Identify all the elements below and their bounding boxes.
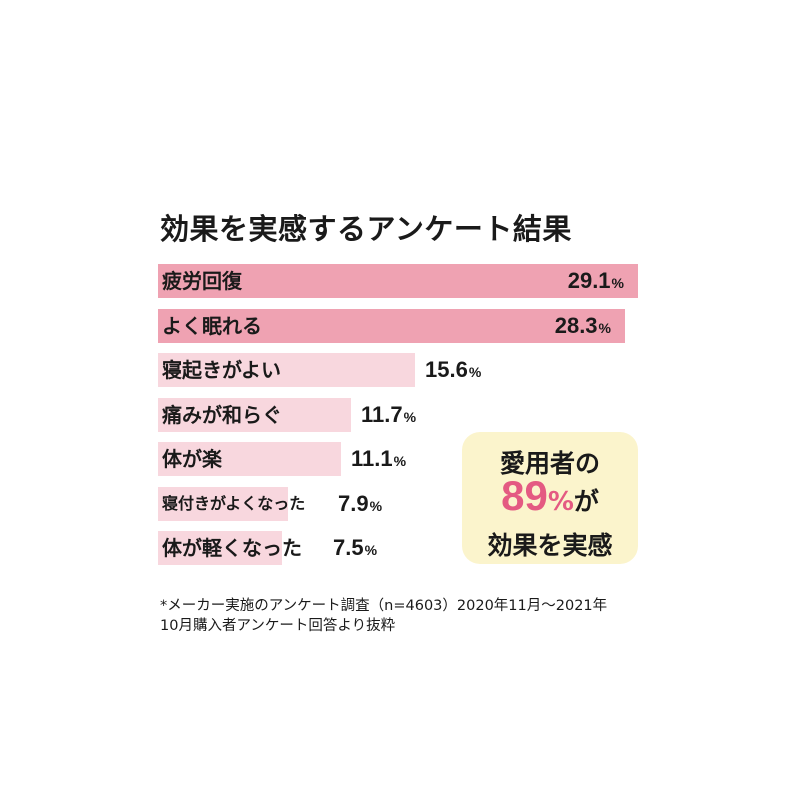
bar-value-label: 29.1% bbox=[568, 264, 624, 298]
footnote-line2: 10月購入者アンケート回答より抜粋 bbox=[160, 618, 396, 634]
bar-value-label: 7.5% bbox=[333, 531, 377, 565]
bar-value-unit: % bbox=[393, 453, 407, 469]
bar-value-label: 15.6% bbox=[425, 353, 481, 387]
bar-value-number: 11.1 bbox=[351, 446, 393, 471]
bar bbox=[158, 309, 625, 343]
bar-category-label: よく眠れる bbox=[162, 314, 262, 338]
callout-suffix: が bbox=[573, 487, 599, 516]
bar-value-unit: % bbox=[598, 320, 611, 336]
bar-category-label: 痛みが和らぐ bbox=[162, 403, 282, 427]
callout-line3: 効果を実感 bbox=[487, 531, 613, 560]
callout-box: 愛用者の 89%が 効果を実感 bbox=[462, 432, 638, 564]
callout-line1: 愛用者の bbox=[499, 449, 600, 478]
bar-category-label: 体が軽くなった bbox=[162, 536, 302, 560]
callout-number: 89 bbox=[501, 472, 548, 519]
callout-percent: % bbox=[547, 487, 574, 517]
bar bbox=[158, 353, 415, 387]
bar-value-unit: % bbox=[369, 498, 383, 514]
bar-category-label: 寝付きがよくなった bbox=[162, 494, 306, 513]
footnote-line1: *メーカー実施のアンケート調査（n=4603）2020年11月～2021年 bbox=[160, 598, 608, 614]
bar-value-label: 7.9% bbox=[338, 487, 382, 521]
bar-value-number: 7.5 bbox=[333, 535, 364, 560]
bar-value-number: 15.6 bbox=[425, 357, 468, 382]
callout-highlight: 89%が bbox=[462, 472, 638, 520]
bar bbox=[158, 487, 288, 521]
bar bbox=[158, 264, 638, 298]
bar-value-number: 29.1 bbox=[567, 268, 611, 293]
bar-category-label: 疲労回復 bbox=[162, 269, 242, 293]
bar-value-number: 11.7 bbox=[361, 402, 403, 427]
bar-category-label: 体が楽 bbox=[162, 447, 222, 471]
chart-title: 効果を実感するアンケート結果 bbox=[160, 212, 572, 246]
bar-value-unit: % bbox=[403, 409, 417, 425]
bar-value-label: 11.7% bbox=[361, 398, 416, 432]
bar-value-unit: % bbox=[468, 364, 482, 380]
bar bbox=[158, 398, 351, 432]
bar-value-unit: % bbox=[611, 275, 624, 291]
footnote: *メーカー実施のアンケート調査（n=4603）2020年11月～2021年 10… bbox=[160, 596, 607, 636]
bar-value-unit: % bbox=[364, 542, 378, 558]
bar-value-number: 7.9 bbox=[338, 491, 369, 516]
bar-value-number: 28.3 bbox=[554, 313, 598, 338]
bar bbox=[158, 531, 282, 565]
bar bbox=[158, 442, 341, 476]
bar-value-label: 28.3% bbox=[555, 309, 611, 343]
bar-value-label: 11.1% bbox=[351, 442, 406, 476]
bar-category-label: 寝起きがよい bbox=[162, 358, 281, 382]
